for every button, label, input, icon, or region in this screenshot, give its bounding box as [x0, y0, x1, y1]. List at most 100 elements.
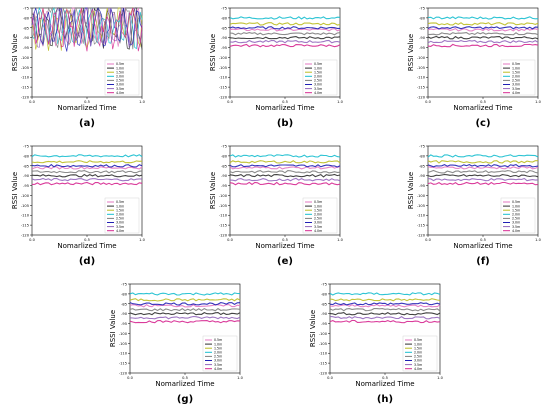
series-line-2.5m — [31, 170, 143, 174]
legend-label: 1.5m — [314, 208, 322, 212]
y-tick-label: -110 — [417, 76, 426, 80]
series-group — [427, 154, 539, 186]
series-line-2.0m — [427, 154, 539, 158]
legend-label: 2.5m — [512, 217, 520, 221]
legend-label: 1.0m — [512, 204, 520, 208]
legend-box — [302, 197, 338, 234]
series-line-3.0m — [31, 7, 143, 52]
series-line-1.0m — [427, 35, 539, 40]
legend-box — [402, 335, 438, 372]
legend-label: 3.5m — [116, 225, 124, 229]
series-line-2.5m — [427, 169, 539, 174]
legend-label: 3.0m — [314, 221, 322, 225]
y-tick-label: -105 — [319, 342, 327, 346]
series-line-4.0m — [31, 7, 143, 52]
legend-label: 0.5m — [116, 200, 124, 204]
legend-label: 3.0m — [116, 221, 124, 225]
y-axis-label: RSSI Value — [209, 172, 217, 209]
series-line-2.5m — [229, 32, 341, 36]
legend-label: 3.0m — [512, 221, 520, 225]
y-tick-label: -85 — [221, 26, 227, 30]
y-tick-label: -90 — [419, 36, 426, 40]
x-tick-label: 0.5 — [480, 238, 486, 242]
y-tick-label: -90 — [221, 174, 228, 178]
y-tick-label: -80 — [23, 154, 30, 158]
legend-box — [500, 59, 536, 96]
legend-label: 3.5m — [512, 225, 520, 229]
legend-label: 2.5m — [116, 79, 124, 83]
series-line-1.5m — [229, 22, 341, 26]
series-line-1.0m — [129, 311, 241, 316]
series-line-2.5m — [229, 170, 341, 174]
x-tick-label: 0.5 — [480, 100, 486, 104]
x-axis-label: Nomarlized Time — [355, 380, 414, 388]
y-tick-label: -110 — [319, 352, 328, 356]
legend-label: 3.5m — [414, 363, 422, 367]
panel-caption: (a) — [79, 118, 95, 129]
y-tick-label: -120 — [219, 234, 228, 238]
y-axis-label: RSSI Value — [109, 310, 117, 347]
y-axis-label: RSSI Value — [209, 34, 217, 71]
legend-label: 2.5m — [314, 79, 322, 83]
x-tick-label: 0.5 — [282, 238, 288, 242]
y-tick-label: -90 — [23, 36, 30, 40]
y-tick-label: -100 — [417, 194, 426, 198]
legend-label: 1.0m — [214, 342, 222, 346]
y-tick-label: -95 — [23, 184, 29, 188]
y-tick-label: -105 — [21, 66, 29, 70]
series-line-3.5m — [229, 177, 341, 182]
series-group — [31, 6, 143, 52]
y-tick-label: -105 — [417, 204, 425, 208]
series-line-2.0m — [31, 154, 143, 158]
legend-label: 3.0m — [414, 359, 422, 363]
series-line-1.5m — [229, 160, 341, 164]
y-tick-label: -95 — [23, 46, 29, 50]
legend-label: 4.0m — [314, 91, 322, 95]
y-tick-label: -80 — [419, 16, 426, 20]
legend-label: 2.0m — [116, 213, 124, 217]
legend: 0.5m1.0m1.5m2.0m2.5m3.0m3.5m4.0m — [104, 59, 140, 96]
series-line-1.0m — [31, 173, 143, 178]
series-line-1.5m — [427, 160, 538, 164]
y-tick-label: -95 — [419, 46, 425, 50]
y-tick-label: -85 — [419, 26, 425, 30]
y-tick-label: -90 — [321, 312, 328, 316]
y-tick-label: -80 — [221, 16, 228, 20]
x-axis-label: Nomarlized Time — [255, 104, 314, 112]
x-tick-label: 0.0 — [227, 100, 233, 104]
legend-box — [202, 335, 238, 372]
panel-caption: (e) — [277, 256, 293, 267]
y-tick-label: -75 — [321, 283, 327, 287]
y-tick-label: -100 — [21, 194, 30, 198]
x-tick-label: 0.0 — [227, 238, 233, 242]
legend-label: 1.5m — [512, 208, 520, 212]
series-line-0.5m — [229, 165, 341, 170]
legend-label: 1.5m — [116, 208, 124, 212]
legend-label: 1.0m — [314, 66, 322, 70]
x-axis-label: Nomarlized Time — [255, 242, 314, 250]
series-line-3.5m — [129, 315, 241, 320]
y-tick-label: -75 — [23, 145, 29, 149]
legend-label: 0.5m — [116, 62, 124, 66]
y-tick-label: -110 — [21, 214, 30, 218]
y-tick-label: -115 — [417, 224, 425, 228]
legend-label: 3.0m — [214, 359, 222, 363]
y-tick-label: -120 — [417, 234, 426, 238]
legend: 0.5m1.0m1.5m2.0m2.5m3.0m3.5m4.0m — [302, 197, 338, 234]
x-tick-label: 0.0 — [127, 376, 133, 380]
legend-label: 3.5m — [214, 363, 222, 367]
legend-label: 2.5m — [214, 355, 222, 359]
legend-box — [500, 197, 536, 234]
series-line-3.0m — [427, 26, 539, 30]
series-line-4.0m — [427, 181, 539, 186]
y-tick-label: -120 — [21, 234, 30, 238]
legend-label: 0.5m — [314, 200, 322, 204]
legend-label: 3.5m — [314, 87, 322, 91]
legend-label: 4.0m — [214, 367, 222, 371]
panel-caption: (c) — [475, 118, 490, 129]
series-line-4.0m — [427, 43, 539, 48]
y-tick-label: -115 — [21, 224, 29, 228]
